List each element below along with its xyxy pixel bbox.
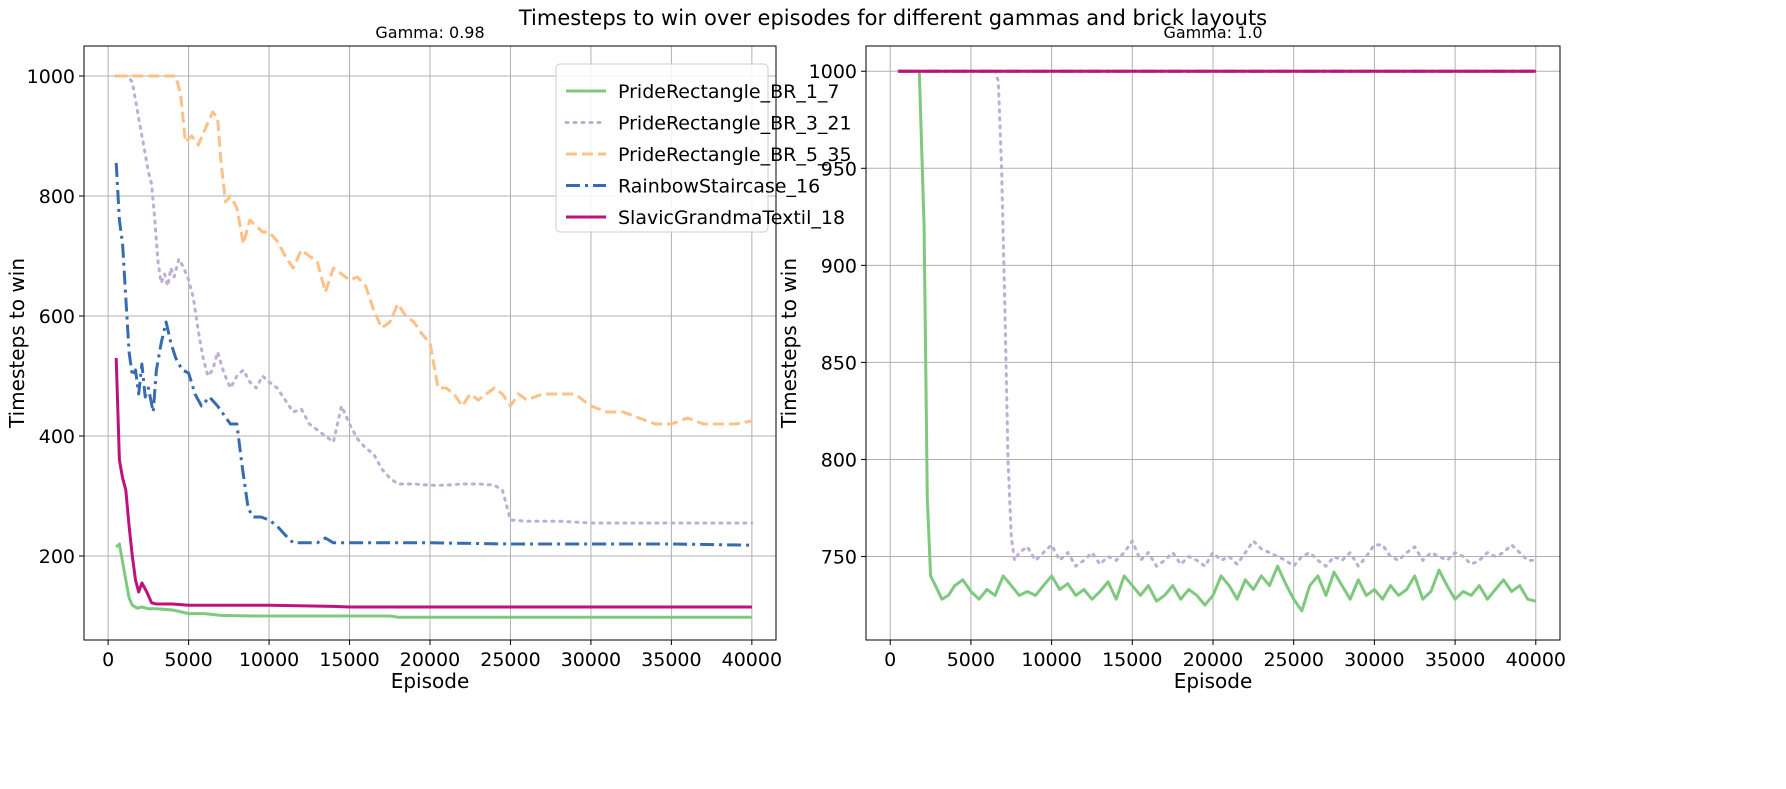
x-tick-label: 5000 [947,649,995,671]
x-axis-label: Episode [1174,669,1253,693]
figure-title: Timesteps to win over episodes for diffe… [518,6,1267,30]
legend-label: PrideRectangle_BR_5_35 [618,144,852,166]
y-tick-label: 800 [821,449,857,471]
y-tick-label: 750 [821,547,857,569]
y-axis-label: Timesteps to win [5,258,29,429]
y-tick-label: 200 [39,546,75,568]
series-line-PrideRectangle_BR_1_7 [898,69,1537,613]
x-tick-label: 25000 [1263,649,1323,671]
legend: PrideRectangle_BR_1_7 PrideRectangle_BR_3… [555,63,852,233]
y-tick-label: 1000 [809,61,857,83]
series-line-PrideRectangle_BR_3_21 [114,74,754,525]
x-tick-label: 5000 [164,649,212,671]
x-tick-label: 20000 [1183,649,1243,671]
x-tick-label: 15000 [319,649,379,671]
series-line-PrideRectangle_BR_5_35 [116,74,753,426]
x-tick-label: 10000 [1021,649,1081,671]
x-tick-label: 30000 [1344,649,1404,671]
x-tick-label: 10000 [239,649,299,671]
series-line-RainbowStaircase_16 [114,162,752,547]
legend-label: PrideRectangle_BR_3_21 [618,113,852,135]
grid [866,46,1560,640]
subplot-title: Gamma: 0.98 [375,23,484,42]
series-line-SlavicGrandmaTextil_18 [114,357,752,609]
legend-label: SlavicGrandmaTextil_18 [618,207,845,229]
right-panel: Gamma: 1.0 0 5000 10000 15000 20000 25000 30000… [777,23,1566,693]
y-tick-label: 850 [821,352,857,374]
x-tick-label: 40000 [1506,649,1566,671]
y-tick-label: 1000 [27,66,75,88]
x-tick-label: 20000 [400,649,460,671]
legend-box [555,63,769,233]
x-tick-label: 0 [102,649,114,671]
x-tick-label: 40000 [722,649,782,671]
x-tick-label: 25000 [480,649,540,671]
x-tick-label: 0 [884,649,896,671]
left-panel: Gamma: 0.98 0 5000 10000 15000 20000 25000 3000… [5,23,852,693]
y-tick-label: 400 [39,426,75,448]
x-axis-label: Episode [391,669,470,693]
y-axis-label: Timesteps to win [777,258,801,429]
legend-label: PrideRectangle_BR_1_7 [618,81,840,103]
series-line-PrideRectangle_BR_3_21 [896,69,1538,568]
x-tick-label: 15000 [1102,649,1162,671]
subplot-title: Gamma: 1.0 [1163,23,1262,42]
y-tick-label: 950 [821,158,857,180]
y-tick-label: 600 [39,306,75,328]
x-tick-label: 30000 [561,649,621,671]
series-lines [114,74,754,619]
y-tick-label: 900 [821,255,857,277]
x-tick-label: 35000 [641,649,701,671]
x-tick-label: 35000 [1425,649,1485,671]
y-tick-label: 800 [39,186,75,208]
series-line-PrideRectangle_BR_1_7 [115,542,752,619]
series-lines [896,69,1538,613]
legend-label: RainbowStaircase_16 [618,176,820,198]
